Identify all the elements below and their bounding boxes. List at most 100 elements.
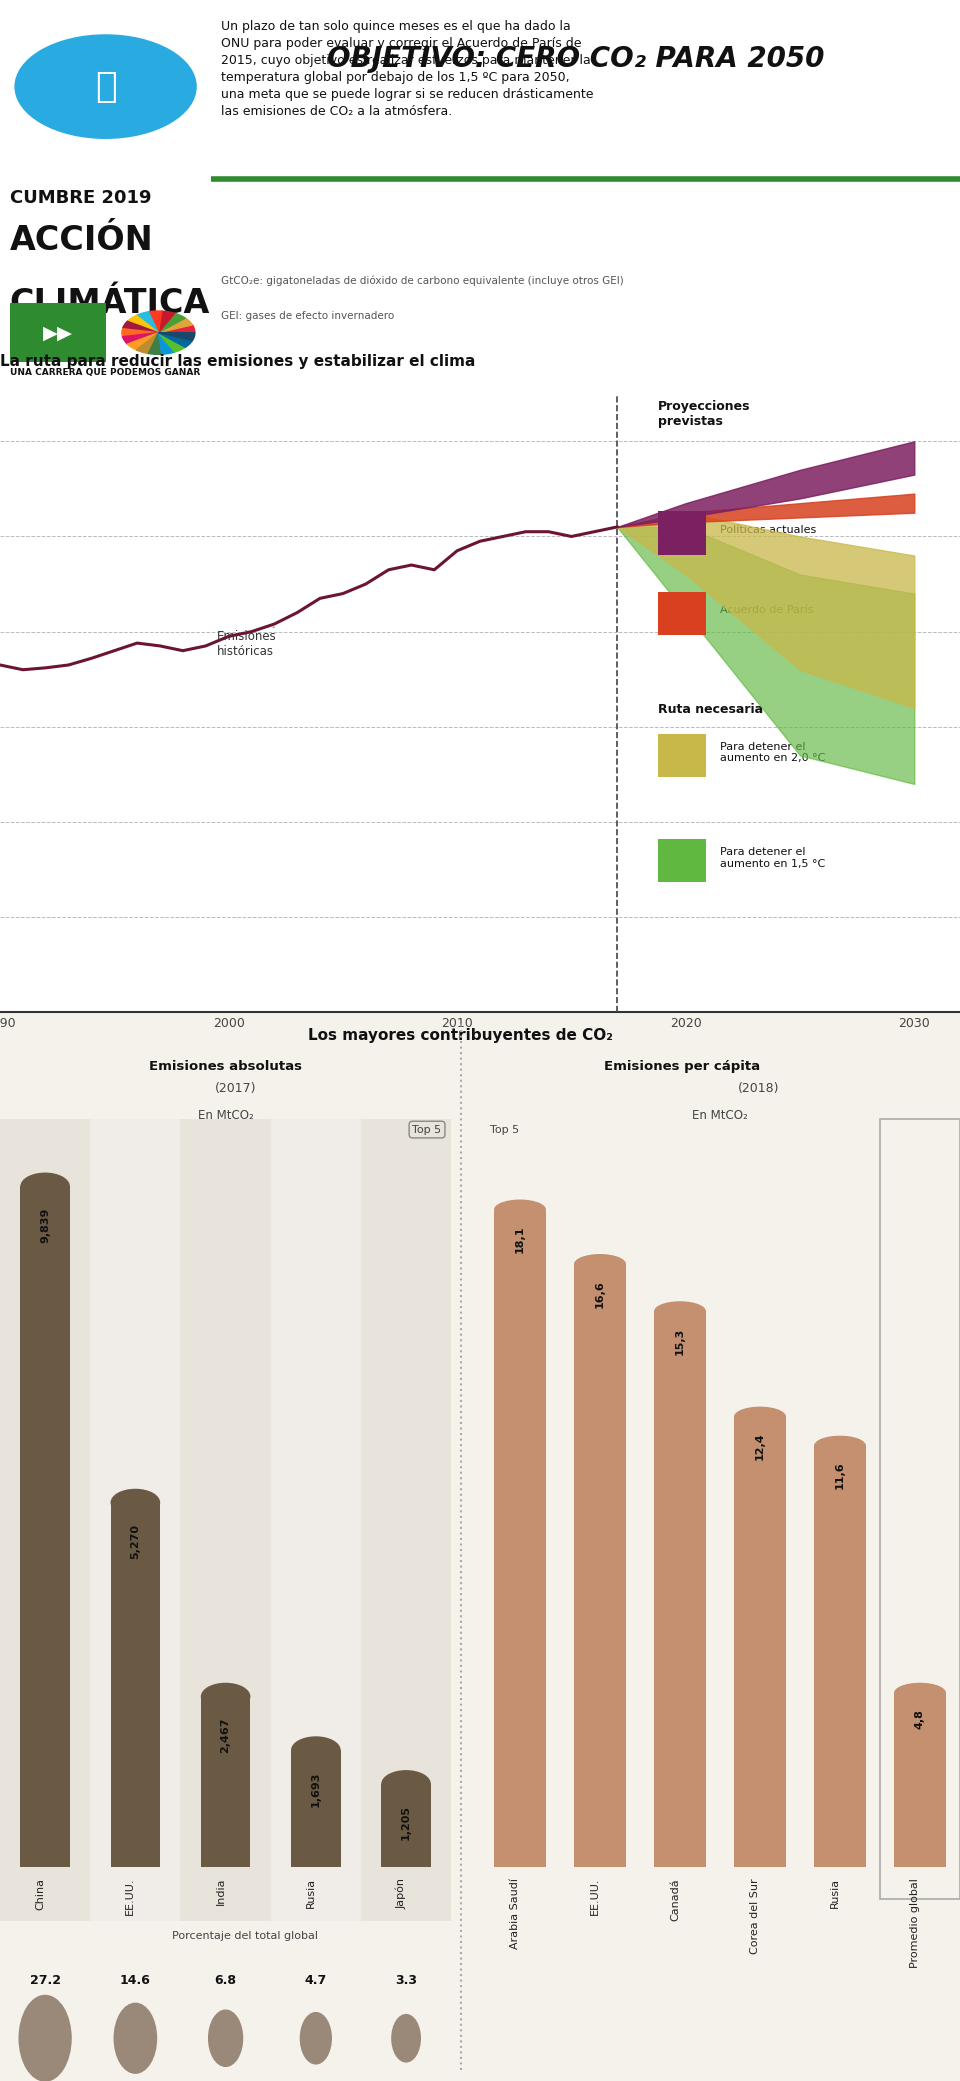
- Polygon shape: [123, 333, 158, 343]
- Ellipse shape: [814, 1436, 866, 1457]
- Ellipse shape: [391, 2014, 421, 2062]
- Ellipse shape: [894, 1684, 946, 1702]
- Text: ▶▶: ▶▶: [42, 323, 73, 341]
- Text: Top 5: Top 5: [490, 1124, 518, 1134]
- Polygon shape: [158, 314, 185, 333]
- Bar: [814, 1446, 866, 1867]
- Bar: [381, 1783, 431, 1867]
- Text: Emisiones per cápita: Emisiones per cápita: [604, 1061, 759, 1074]
- Text: Un plazo de tan solo quince meses es el que ha dado la
ONU para poder evaluar y : Un plazo de tan solo quince meses es el …: [221, 19, 593, 119]
- Text: Japón: Japón: [396, 1877, 406, 1908]
- Bar: [20, 1186, 70, 1867]
- Text: 5,270: 5,270: [131, 1523, 140, 1559]
- Text: 18,1: 18,1: [515, 1226, 525, 1253]
- Text: (2018): (2018): [737, 1082, 780, 1095]
- Text: 16,6: 16,6: [595, 1280, 605, 1309]
- Text: Porcentaje del total global: Porcentaje del total global: [172, 1931, 318, 1942]
- Bar: [361, 1120, 451, 1921]
- Text: Promedio global: Promedio global: [910, 1877, 920, 1969]
- Bar: [110, 1502, 160, 1867]
- Text: UNA CARRERA QUE PODEMOS GANAR: UNA CARRERA QUE PODEMOS GANAR: [10, 368, 200, 377]
- Ellipse shape: [201, 1684, 251, 1711]
- Text: Rusia: Rusia: [830, 1877, 840, 1908]
- Ellipse shape: [381, 1771, 431, 1798]
- Text: Emisiones
históricas: Emisiones históricas: [217, 626, 276, 658]
- Bar: [271, 1120, 361, 1921]
- Text: Canadá: Canadá: [670, 1877, 680, 1921]
- Text: Ruta necesaria: Ruta necesaria: [658, 703, 763, 716]
- Bar: [180, 1120, 271, 1921]
- Text: Corea del Sur: Corea del Sur: [750, 1877, 760, 1954]
- Text: 15,3: 15,3: [675, 1328, 685, 1355]
- Polygon shape: [122, 329, 158, 337]
- Ellipse shape: [208, 2010, 243, 2066]
- Text: 14.6: 14.6: [120, 1975, 151, 1987]
- Text: China: China: [36, 1877, 45, 1910]
- Text: GtCO₂e: gigatoneladas de dióxido de carbono equivalente (incluye otros GEI): GtCO₂e: gigatoneladas de dióxido de carb…: [221, 275, 624, 285]
- Bar: [201, 1696, 251, 1867]
- Bar: [894, 1692, 946, 1867]
- Text: ACCIÓN: ACCIÓN: [10, 225, 154, 258]
- Text: 4,8: 4,8: [915, 1709, 925, 1729]
- Text: 1,693: 1,693: [311, 1771, 321, 1806]
- Bar: [574, 1263, 626, 1867]
- Bar: [291, 1750, 341, 1867]
- Bar: [0, 1120, 90, 1921]
- Text: 🌐: 🌐: [95, 69, 116, 104]
- Bar: [90, 1120, 180, 1921]
- Text: (2017): (2017): [214, 1082, 256, 1095]
- Ellipse shape: [574, 1255, 626, 1274]
- Polygon shape: [123, 320, 158, 333]
- Bar: [654, 1311, 706, 1867]
- Polygon shape: [128, 333, 158, 350]
- Text: Acuerdo de París: Acuerdo de París: [720, 606, 813, 616]
- Polygon shape: [158, 318, 192, 333]
- Ellipse shape: [654, 1301, 706, 1321]
- Text: EE.UU.: EE.UU.: [590, 1877, 600, 1915]
- FancyBboxPatch shape: [10, 304, 106, 362]
- Bar: [658, 839, 706, 882]
- Text: La ruta para reducir las emisiones y estabilizar el clima: La ruta para reducir las emisiones y est…: [0, 354, 475, 368]
- Text: EE.UU.: EE.UU.: [126, 1877, 135, 1915]
- Text: CUMBRE 2019: CUMBRE 2019: [10, 189, 151, 206]
- Ellipse shape: [291, 1736, 341, 1765]
- Text: 3.3: 3.3: [396, 1975, 417, 1987]
- Ellipse shape: [300, 2012, 332, 2064]
- Ellipse shape: [18, 1996, 72, 2081]
- Bar: [658, 735, 706, 778]
- Text: Para detener el
aumento en 2,0 °C: Para detener el aumento en 2,0 °C: [720, 741, 826, 764]
- Text: 12,4: 12,4: [755, 1434, 765, 1461]
- Text: 2,467: 2,467: [221, 1719, 230, 1754]
- Text: GEI: gases de efecto invernadero: GEI: gases de efecto invernadero: [221, 310, 394, 320]
- Text: Emisiones absolutas: Emisiones absolutas: [149, 1061, 302, 1074]
- Bar: [880, 1120, 960, 1900]
- Ellipse shape: [734, 1407, 786, 1428]
- Text: CLIMÁTICA: CLIMÁTICA: [10, 287, 210, 320]
- Ellipse shape: [110, 1488, 160, 1517]
- Bar: [658, 512, 706, 554]
- Text: 6.8: 6.8: [215, 1975, 236, 1987]
- Text: OBJETIVO: CERO CO₂ PARA 2050: OBJETIVO: CERO CO₂ PARA 2050: [327, 46, 825, 73]
- Text: En MtCO₂: En MtCO₂: [198, 1109, 253, 1122]
- Text: Los mayores contribuyentes de CO₂: Los mayores contribuyentes de CO₂: [308, 1028, 613, 1043]
- Polygon shape: [149, 310, 162, 333]
- Text: En MtCO₂: En MtCO₂: [692, 1109, 748, 1122]
- Bar: [734, 1417, 786, 1867]
- Text: Para detener el
aumento en 1,5 °C: Para detener el aumento en 1,5 °C: [720, 847, 826, 868]
- Text: Rusia: Rusia: [306, 1877, 316, 1908]
- Ellipse shape: [113, 2002, 157, 2075]
- Ellipse shape: [14, 33, 197, 139]
- Polygon shape: [128, 316, 158, 333]
- Text: 4.7: 4.7: [304, 1975, 327, 1987]
- Polygon shape: [158, 325, 195, 333]
- Polygon shape: [158, 312, 175, 333]
- Bar: [494, 1209, 546, 1867]
- Text: 1,205: 1,205: [401, 1804, 411, 1840]
- Ellipse shape: [20, 1172, 70, 1201]
- Polygon shape: [149, 333, 162, 354]
- Text: Proyecciones
previstas: Proyecciones previstas: [658, 400, 750, 429]
- Polygon shape: [158, 333, 195, 341]
- Text: Top 5: Top 5: [413, 1124, 442, 1134]
- Polygon shape: [158, 333, 185, 352]
- Text: 11,6: 11,6: [835, 1461, 845, 1490]
